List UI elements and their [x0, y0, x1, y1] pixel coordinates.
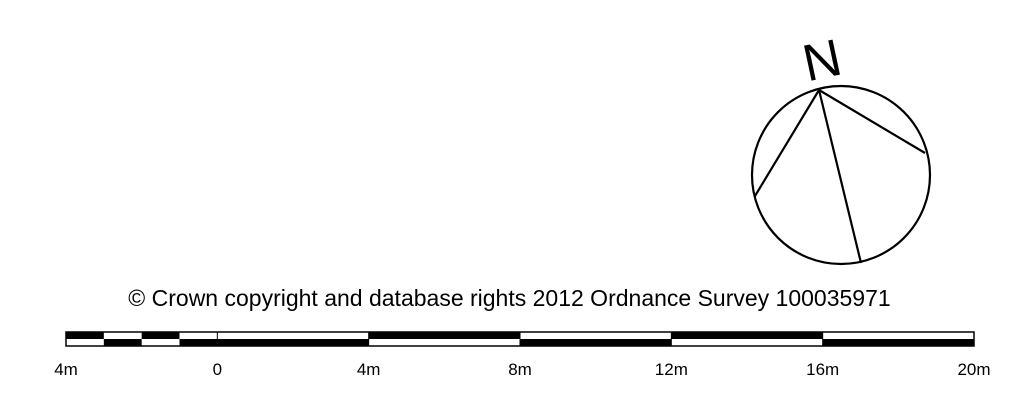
- scale-bar-segment: [671, 332, 823, 339]
- scale-bar-segment: [179, 339, 218, 346]
- scale-bar-segment: [103, 339, 142, 346]
- scale-bar-segment: [520, 339, 672, 346]
- scale-bar-segment: [217, 339, 369, 346]
- scale-bar-segments: [65, 332, 975, 346]
- scale-bar-segment: [66, 332, 104, 339]
- scale-bar-tick-label: 20m: [957, 360, 990, 379]
- scale-bar-segment: [368, 332, 520, 339]
- compass-circle: [750, 84, 932, 266]
- scale-bar-segment: [141, 332, 180, 339]
- scale-bar-tick-label: 4m: [357, 360, 381, 379]
- compass-needle-line: [818, 89, 926, 154]
- scale-bar-tick-label: 8m: [508, 360, 532, 379]
- scale-bar-outline: [65, 331, 975, 347]
- scale-bar: 4m 0 4m 8m 12m 16m 20m: [54, 331, 991, 379]
- north-compass-icon: N: [750, 29, 932, 266]
- north-label: N: [798, 29, 847, 94]
- scale-bar-labels: 4m 0 4m 8m 12m 16m 20m: [54, 360, 990, 379]
- compass-needle-line: [817, 89, 863, 264]
- scale-bar-segment: [822, 339, 974, 346]
- scale-bar-tick-label: 0: [213, 360, 222, 379]
- copyright-notice: © Crown copyright and database rights 20…: [128, 285, 891, 311]
- compass-needle-line: [754, 89, 820, 197]
- scale-bar-tick-label: 4m: [54, 360, 78, 379]
- scale-bar-tick-label: 16m: [806, 360, 839, 379]
- scale-bar-tick-label: 12m: [655, 360, 688, 379]
